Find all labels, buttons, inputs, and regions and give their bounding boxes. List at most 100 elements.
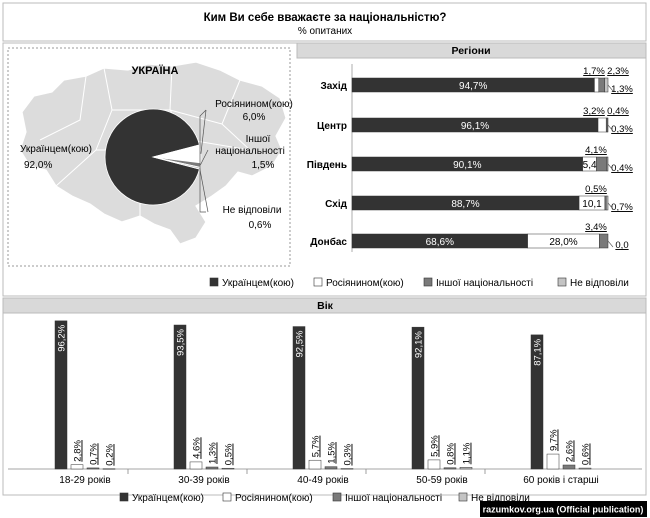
- pie-label-value-0: 92,0%: [24, 160, 52, 171]
- legend-bottom-label-3: Не відповіли: [471, 493, 530, 504]
- region-bar-1-1: [597, 117, 607, 133]
- pie-leader-1: [200, 109, 207, 154]
- age-value-1-3: 0,5%: [224, 443, 235, 465]
- legend-top-swatch-2: [423, 277, 433, 287]
- region-na-leader-4: [607, 240, 614, 248]
- legend-top-label-1: Росіянином(кою): [326, 278, 404, 289]
- age-bar-4-1: [546, 453, 560, 470]
- region-value-na-0: 1,3%: [611, 84, 633, 95]
- age-value-2-3: 0,3%: [343, 443, 354, 465]
- age-value-2-0: 92,5%: [295, 330, 306, 357]
- age-bar-1-2: [205, 466, 219, 470]
- region-value-rus-1: 3,2%: [583, 106, 605, 117]
- regions-header: [296, 42, 647, 59]
- age-value-3-2: 0,8%: [446, 443, 457, 465]
- age-value-3-0: 92,1%: [414, 331, 425, 358]
- region-label-2: Південь: [307, 160, 347, 171]
- age-label-4: 60 років і старші: [523, 475, 599, 486]
- regions-chart: Захід 94,7%1,7% 2,3%1,3%Центр 96,1%3,2% 0,4%…: [307, 64, 633, 252]
- pie-bracket: [199, 109, 207, 213]
- pie-label-name-0: Українцем(кою): [20, 144, 92, 155]
- region-value-ukr-4: 68,6%: [426, 237, 454, 248]
- age-label-3: 50-59 років: [416, 475, 467, 486]
- pie-slice-0: [104, 108, 200, 206]
- region-bar-2-2: [596, 156, 608, 172]
- age-value-4-1: 9,7%: [549, 429, 560, 451]
- map-frame: [7, 47, 291, 267]
- age-bar-4-3: [578, 467, 592, 470]
- legend-top-label-0: Українцем(кою): [222, 278, 294, 289]
- legend-top-swatch-0: [209, 277, 219, 287]
- region-bar-2-3: [606, 156, 609, 172]
- region-value-ukr-3: 88,7%: [451, 199, 479, 210]
- legend-top-swatch-1: [313, 277, 323, 287]
- chart-subtitle: % опитаних: [298, 26, 352, 37]
- region-value-other-4: 3,4%: [585, 222, 607, 233]
- pie-chart: Українцем(кою) 92,0% Росіянином(кою) 6,0% Ін…: [20, 99, 293, 231]
- region-value-other-1: 0,4%: [607, 106, 629, 117]
- pie-leader-2: [199, 149, 209, 166]
- age-value-4-0: 87,1%: [533, 338, 544, 365]
- regions-title: Регіони: [451, 45, 490, 57]
- legend-top: Українцем(кою) Росіянином(кою) Іншої націо…: [209, 277, 629, 289]
- footer-source: razumkov.org.ua (Official publication): [483, 505, 644, 515]
- age-bar-3-3: [459, 467, 473, 470]
- pie-label-name-2a: Іншої: [246, 134, 271, 145]
- age-value-4-2: 2,6%: [565, 440, 576, 462]
- age-value-4-3: 0,6%: [581, 443, 592, 465]
- region-na-leader-2: [607, 163, 614, 171]
- legend-bottom-swatch-0: [119, 492, 129, 502]
- region-label-4: Донбас: [310, 236, 347, 248]
- legend-bottom-swatch-1: [222, 492, 232, 502]
- legend-bottom: Українцем(кою) Росіянином(кою) Іншої націо…: [119, 492, 530, 504]
- age-bar-0-0: [54, 320, 68, 470]
- region-bar-4-2: [599, 233, 609, 249]
- age-bar-4-0: [530, 334, 544, 470]
- age-bar-1-0: [173, 324, 187, 470]
- age-bar-4-2: [562, 464, 576, 470]
- region-value-other-0: 2,3%: [607, 66, 629, 77]
- pie-label-value-2: 1,5%: [252, 160, 275, 171]
- age-bar-1-1: [189, 461, 203, 470]
- age-label-0: 18-29 років: [59, 475, 110, 486]
- legend-bottom-label-0: Українцем(кою): [132, 493, 204, 504]
- region-value-rus-3: 10,1: [582, 199, 602, 210]
- region-value-other-3: 0,5%: [585, 184, 607, 195]
- region-bar-0-2: [598, 77, 605, 93]
- pie-label-name-2b: національності: [215, 146, 285, 157]
- age-label-1: 30-39 років: [178, 475, 229, 486]
- age-bar-0-2: [86, 467, 100, 470]
- age-bar-1-3: [221, 467, 235, 470]
- region-value-ukr-2: 90,1%: [453, 160, 481, 171]
- pie-label-name-1: Росіянином(кою): [215, 99, 293, 110]
- legend-top-swatch-3: [557, 277, 567, 287]
- age-value-0-1: 2,8%: [73, 439, 84, 461]
- region-value-ukr-0: 94,7%: [459, 81, 487, 92]
- age-bar-0-3: [102, 468, 116, 470]
- pie-label-value-3: 0,6%: [249, 220, 272, 231]
- region-value-na-2: 0,4%: [611, 163, 633, 174]
- legend-bottom-swatch-3: [458, 492, 468, 502]
- map-label: УКРАЇНА: [132, 64, 179, 77]
- pie-label-name-3: Не відповіли: [223, 205, 282, 216]
- legend-bottom-label-2: Іншої національності: [345, 493, 442, 504]
- region-label-1: Центр: [317, 121, 347, 132]
- region-value-na-3: 0,7%: [611, 202, 633, 213]
- region-bar-0-1: [594, 77, 600, 93]
- region-bar-0-3: [604, 77, 609, 93]
- age-bar-2-3: [340, 468, 354, 470]
- pie-label-value-1: 6,0%: [243, 112, 266, 123]
- age-title: Вік: [317, 300, 334, 312]
- region-label-3: Схід: [325, 199, 348, 210]
- region-value-na-1: 0,3%: [611, 124, 633, 135]
- age-value-0-0: 96,2%: [57, 324, 68, 351]
- age-value-1-2: 1,3%: [208, 442, 219, 464]
- age-value-0-3: 0,2%: [105, 443, 116, 465]
- legend-bottom-label-1: Росіянином(кою): [235, 493, 313, 504]
- age-bar-2-0: [292, 326, 306, 470]
- footer-badge: [480, 501, 647, 517]
- region-label-0: Захід: [320, 81, 347, 92]
- age-bar-3-2: [443, 467, 457, 470]
- region-value-other-2: 4,1%: [585, 145, 607, 156]
